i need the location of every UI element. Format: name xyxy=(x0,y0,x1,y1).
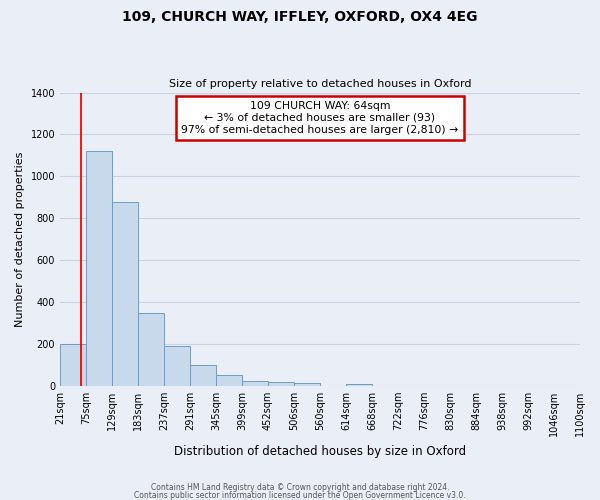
Bar xyxy=(164,346,190,386)
Bar xyxy=(216,374,242,386)
Bar xyxy=(60,344,86,386)
Bar xyxy=(86,152,112,386)
Text: 109, CHURCH WAY, IFFLEY, OXFORD, OX4 4EG: 109, CHURCH WAY, IFFLEY, OXFORD, OX4 4EG xyxy=(122,10,478,24)
Text: Contains HM Land Registry data © Crown copyright and database right 2024.: Contains HM Land Registry data © Crown c… xyxy=(151,484,449,492)
Bar xyxy=(242,381,268,386)
Text: 109 CHURCH WAY: 64sqm
← 3% of detached houses are smaller (93)
97% of semi-detac: 109 CHURCH WAY: 64sqm ← 3% of detached h… xyxy=(181,102,458,134)
Bar xyxy=(138,312,164,386)
Bar xyxy=(294,384,320,386)
Bar xyxy=(190,365,216,386)
Text: Contains public sector information licensed under the Open Government Licence v3: Contains public sector information licen… xyxy=(134,490,466,500)
X-axis label: Distribution of detached houses by size in Oxford: Distribution of detached houses by size … xyxy=(174,444,466,458)
Bar xyxy=(268,382,294,386)
Bar xyxy=(112,202,138,386)
Title: Size of property relative to detached houses in Oxford: Size of property relative to detached ho… xyxy=(169,79,471,89)
Bar xyxy=(346,384,372,386)
Y-axis label: Number of detached properties: Number of detached properties xyxy=(15,152,25,327)
